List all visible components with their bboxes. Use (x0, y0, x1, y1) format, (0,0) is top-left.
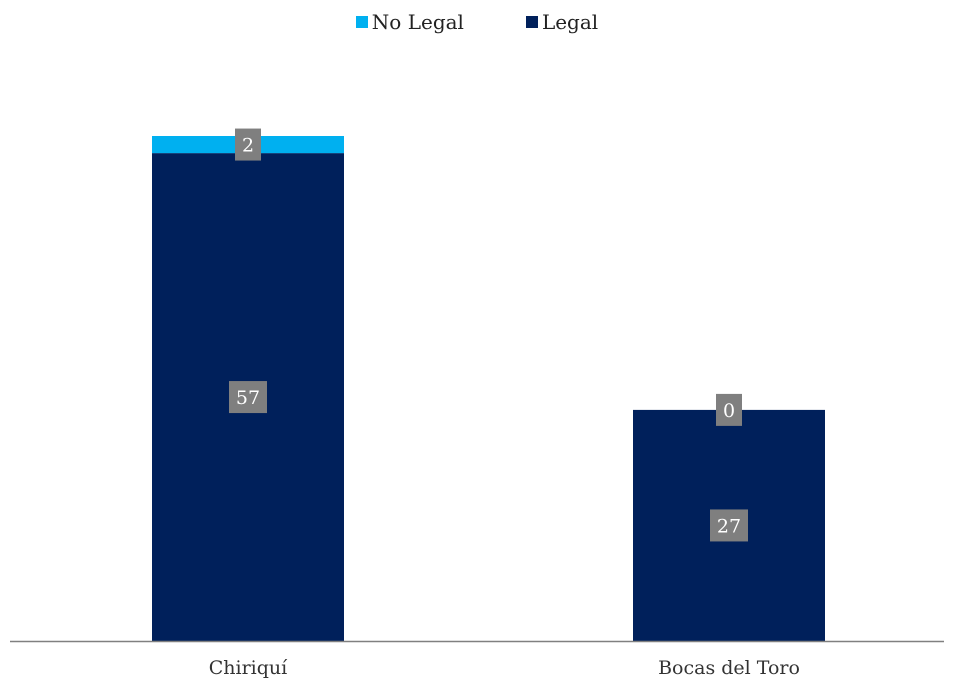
chart-legend: No Legal Legal (0, 10, 954, 34)
legend-label-no-legal: No Legal (371, 10, 464, 34)
legend-swatch-no-legal (355, 16, 368, 28)
data-label-legal-bocas-del-toro: 27 (717, 515, 741, 537)
data-label-box-legal-chiriqui (229, 381, 267, 414)
data-label-box-legal-bocas-del-toro (710, 509, 748, 542)
category-label-chiriqui: Chiriquí (209, 657, 288, 679)
data-label-box-no-legal-chiriqui (235, 128, 261, 161)
data-label-no-legal-chiriqui: 2 (242, 135, 254, 157)
data-label-legal-chiriqui: 57 (236, 387, 260, 409)
legend-item-no-legal: No Legal (355, 10, 464, 34)
category-label-bocas-del-toro: Bocas del Toro (658, 657, 800, 679)
legend-label-legal: Legal (541, 10, 599, 34)
data-label-no-legal-bocas-del-toro: 0 (723, 400, 735, 422)
data-label-box-no-legal-bocas-del-toro (716, 393, 742, 426)
legend-swatch-legal (525, 16, 538, 28)
legend-item-legal: Legal (525, 10, 599, 34)
